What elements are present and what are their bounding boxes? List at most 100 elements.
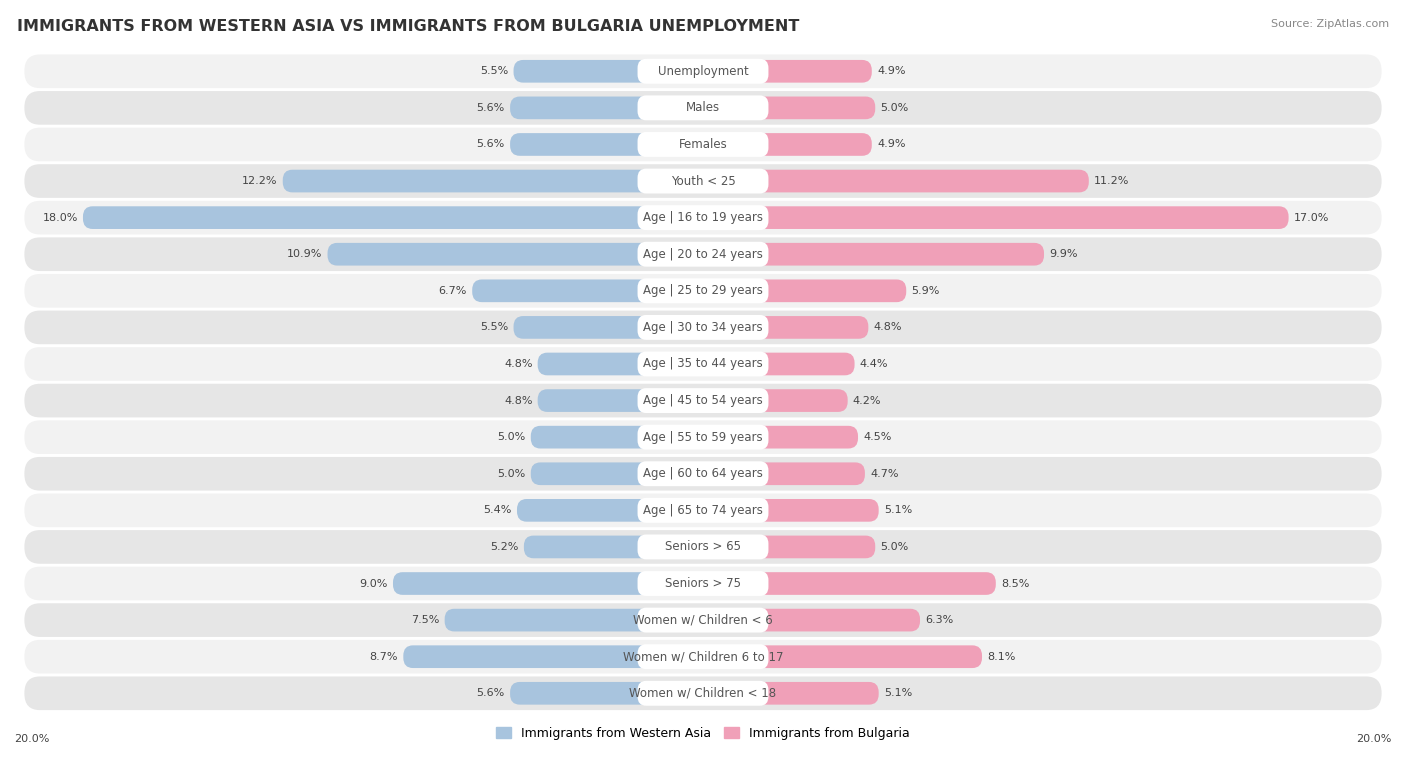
FancyBboxPatch shape — [637, 461, 769, 486]
Text: Age | 60 to 64 years: Age | 60 to 64 years — [643, 467, 763, 480]
FancyBboxPatch shape — [637, 95, 769, 120]
FancyBboxPatch shape — [637, 241, 769, 266]
FancyBboxPatch shape — [524, 536, 703, 558]
Text: 17.0%: 17.0% — [1294, 213, 1329, 223]
Text: 5.1%: 5.1% — [884, 506, 912, 516]
FancyBboxPatch shape — [24, 55, 1382, 88]
Text: Females: Females — [679, 138, 727, 151]
Text: 4.8%: 4.8% — [503, 359, 533, 369]
FancyBboxPatch shape — [24, 128, 1382, 161]
FancyBboxPatch shape — [703, 609, 920, 631]
FancyBboxPatch shape — [703, 279, 907, 302]
FancyBboxPatch shape — [637, 644, 769, 669]
Text: Age | 30 to 34 years: Age | 30 to 34 years — [643, 321, 763, 334]
Text: 5.0%: 5.0% — [880, 542, 908, 552]
Text: 5.6%: 5.6% — [477, 688, 505, 698]
FancyBboxPatch shape — [703, 536, 875, 558]
FancyBboxPatch shape — [24, 567, 1382, 600]
Text: 5.0%: 5.0% — [498, 469, 526, 478]
FancyBboxPatch shape — [510, 97, 703, 119]
Text: Seniors > 75: Seniors > 75 — [665, 577, 741, 590]
FancyBboxPatch shape — [637, 351, 769, 376]
FancyBboxPatch shape — [531, 463, 703, 485]
FancyBboxPatch shape — [703, 243, 1045, 266]
Text: 5.1%: 5.1% — [884, 688, 912, 698]
FancyBboxPatch shape — [637, 681, 769, 706]
Text: 5.5%: 5.5% — [479, 67, 509, 76]
FancyBboxPatch shape — [703, 646, 981, 668]
FancyBboxPatch shape — [24, 603, 1382, 637]
Text: Age | 35 to 44 years: Age | 35 to 44 years — [643, 357, 763, 370]
Text: 10.9%: 10.9% — [287, 249, 322, 259]
Text: IMMIGRANTS FROM WESTERN ASIA VS IMMIGRANTS FROM BULGARIA UNEMPLOYMENT: IMMIGRANTS FROM WESTERN ASIA VS IMMIGRAN… — [17, 19, 799, 34]
Text: Source: ZipAtlas.com: Source: ZipAtlas.com — [1271, 19, 1389, 29]
FancyBboxPatch shape — [24, 91, 1382, 125]
Text: 5.6%: 5.6% — [477, 103, 505, 113]
FancyBboxPatch shape — [24, 310, 1382, 344]
Text: 20.0%: 20.0% — [1357, 734, 1392, 743]
FancyBboxPatch shape — [392, 572, 703, 595]
Text: 7.5%: 7.5% — [411, 615, 440, 625]
FancyBboxPatch shape — [703, 389, 848, 412]
FancyBboxPatch shape — [637, 425, 769, 450]
FancyBboxPatch shape — [83, 207, 703, 229]
Text: Age | 45 to 54 years: Age | 45 to 54 years — [643, 394, 763, 407]
FancyBboxPatch shape — [24, 274, 1382, 307]
FancyBboxPatch shape — [637, 59, 769, 84]
Text: 20.0%: 20.0% — [14, 734, 49, 743]
FancyBboxPatch shape — [513, 316, 703, 338]
Text: 4.5%: 4.5% — [863, 432, 891, 442]
Text: 5.0%: 5.0% — [880, 103, 908, 113]
Text: Women w/ Children < 6: Women w/ Children < 6 — [633, 614, 773, 627]
Text: 6.3%: 6.3% — [925, 615, 953, 625]
Text: Age | 20 to 24 years: Age | 20 to 24 years — [643, 248, 763, 260]
FancyBboxPatch shape — [637, 279, 769, 304]
Text: 5.4%: 5.4% — [484, 506, 512, 516]
Text: 4.7%: 4.7% — [870, 469, 898, 478]
FancyBboxPatch shape — [637, 388, 769, 413]
FancyBboxPatch shape — [637, 132, 769, 157]
Text: 18.0%: 18.0% — [42, 213, 77, 223]
Text: 4.9%: 4.9% — [877, 139, 905, 149]
FancyBboxPatch shape — [703, 463, 865, 485]
Text: 4.4%: 4.4% — [859, 359, 889, 369]
FancyBboxPatch shape — [637, 498, 769, 523]
Text: 12.2%: 12.2% — [242, 176, 277, 186]
FancyBboxPatch shape — [703, 682, 879, 705]
FancyBboxPatch shape — [537, 353, 703, 375]
Text: 5.5%: 5.5% — [479, 322, 509, 332]
FancyBboxPatch shape — [404, 646, 703, 668]
Text: Age | 65 to 74 years: Age | 65 to 74 years — [643, 504, 763, 517]
FancyBboxPatch shape — [510, 682, 703, 705]
Text: 6.7%: 6.7% — [439, 286, 467, 296]
Text: 8.7%: 8.7% — [370, 652, 398, 662]
Text: Age | 25 to 29 years: Age | 25 to 29 years — [643, 285, 763, 298]
FancyBboxPatch shape — [24, 640, 1382, 674]
FancyBboxPatch shape — [703, 60, 872, 83]
FancyBboxPatch shape — [24, 457, 1382, 491]
FancyBboxPatch shape — [703, 499, 879, 522]
FancyBboxPatch shape — [703, 170, 1088, 192]
Text: Age | 16 to 19 years: Age | 16 to 19 years — [643, 211, 763, 224]
FancyBboxPatch shape — [703, 207, 1289, 229]
FancyBboxPatch shape — [24, 384, 1382, 417]
FancyBboxPatch shape — [24, 164, 1382, 198]
FancyBboxPatch shape — [703, 97, 875, 119]
Text: Women w/ Children 6 to 17: Women w/ Children 6 to 17 — [623, 650, 783, 663]
FancyBboxPatch shape — [283, 170, 703, 192]
FancyBboxPatch shape — [24, 677, 1382, 710]
Text: Males: Males — [686, 101, 720, 114]
FancyBboxPatch shape — [24, 347, 1382, 381]
FancyBboxPatch shape — [444, 609, 703, 631]
FancyBboxPatch shape — [531, 426, 703, 448]
FancyBboxPatch shape — [510, 133, 703, 156]
Text: 8.5%: 8.5% — [1001, 578, 1029, 588]
Text: 4.2%: 4.2% — [853, 396, 882, 406]
FancyBboxPatch shape — [703, 572, 995, 595]
Text: 5.0%: 5.0% — [498, 432, 526, 442]
Text: 5.6%: 5.6% — [477, 139, 505, 149]
Legend: Immigrants from Western Asia, Immigrants from Bulgaria: Immigrants from Western Asia, Immigrants… — [491, 722, 915, 745]
Text: 5.9%: 5.9% — [911, 286, 939, 296]
FancyBboxPatch shape — [24, 494, 1382, 527]
FancyBboxPatch shape — [703, 426, 858, 448]
